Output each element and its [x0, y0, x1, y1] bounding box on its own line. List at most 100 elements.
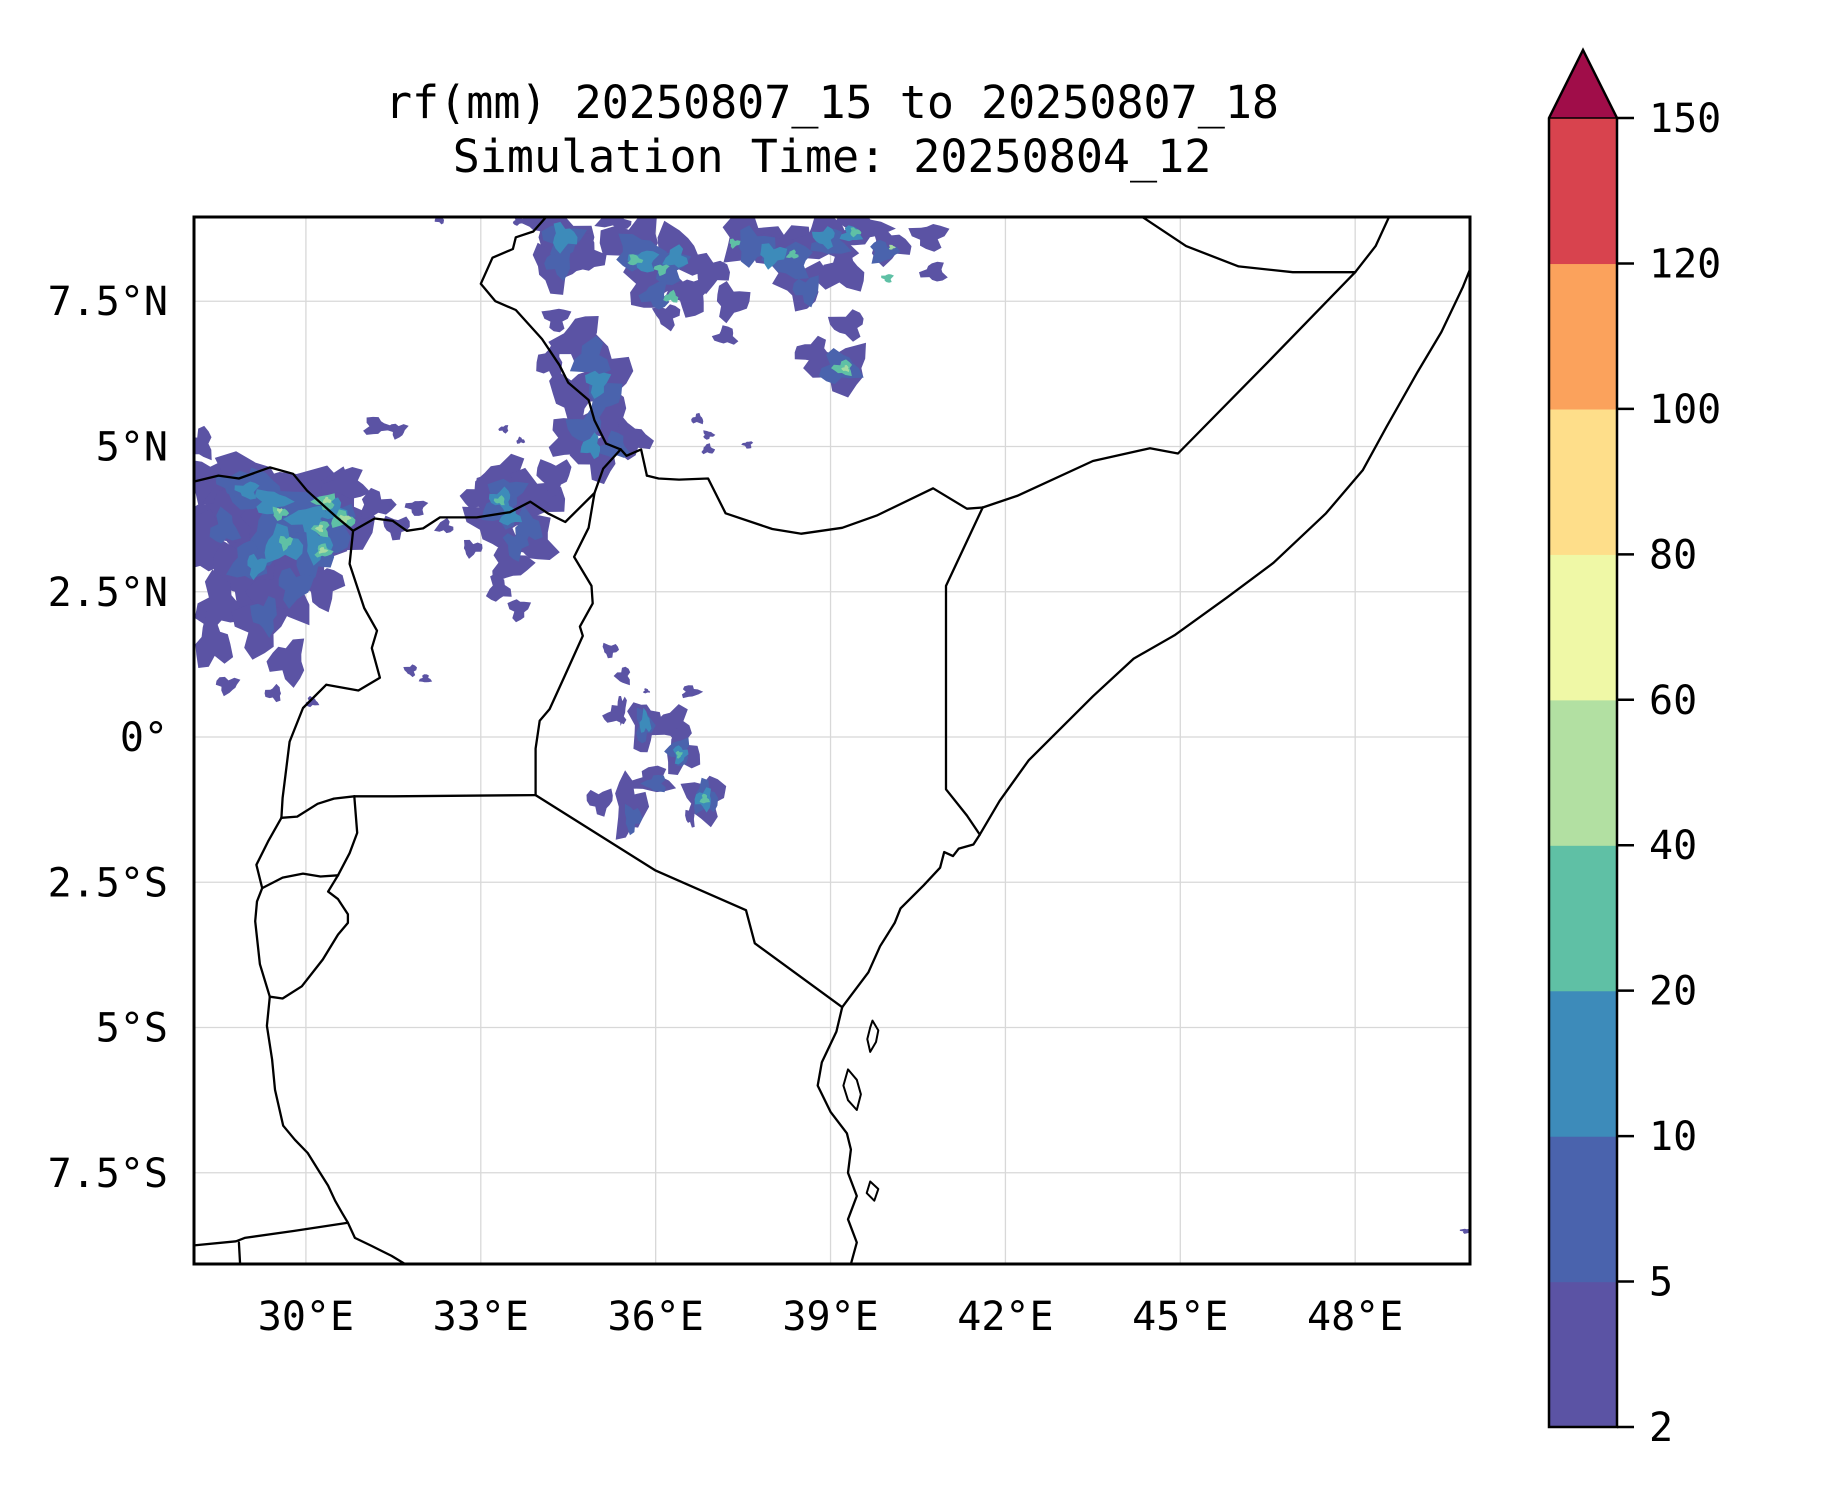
colorbar-band-10-20	[1549, 990, 1617, 1137]
colorbar-tick-label: 10	[1649, 1114, 1697, 1160]
island-outline	[865, 1180, 880, 1202]
island-outline	[866, 1019, 880, 1053]
x-tick-label: 45°E	[1132, 1294, 1228, 1340]
country-border	[353, 793, 537, 798]
rain-cell-band-T	[663, 289, 679, 303]
y-tick-label: 0°	[120, 715, 168, 761]
rain-cell-band-P	[434, 517, 454, 534]
rain-cell-band-P	[548, 418, 596, 457]
country-border	[534, 491, 596, 797]
colorbar-band-120-150	[1549, 118, 1617, 265]
colorbar-band-5-10	[1549, 1136, 1617, 1283]
rain-cell-band-P	[586, 788, 613, 817]
y-axis-tick-labels: 7.5°N 5°N 2.5°N 0° 2.5°S 5°S 7.5°S	[48, 279, 168, 1197]
country-border	[255, 816, 283, 890]
rain-cell-band-P	[827, 309, 864, 342]
rain-cell-band-Q	[502, 533, 530, 562]
rain-cell-band-G	[276, 508, 283, 514]
rain-cell-band-B	[247, 553, 268, 581]
rain-cell-band-P	[703, 430, 716, 440]
rain-cell-band-T	[310, 493, 336, 511]
rain-cell-band-P	[691, 412, 704, 425]
rain-cell-band-T	[699, 793, 710, 804]
rain-cell-band-G	[841, 365, 850, 372]
x-tick-label: 48°E	[1307, 1294, 1403, 1340]
rain-cell-band-P	[507, 599, 532, 623]
rain-cell-band-P	[794, 335, 828, 370]
rain-cell-band-P	[195, 610, 234, 668]
colorbar-tick-label: 5	[1649, 1260, 1673, 1306]
rain-cell-band-B	[580, 432, 600, 460]
rain-cell-band-P	[594, 217, 632, 230]
rain-cell-band-Q	[640, 774, 666, 793]
country-border	[645, 474, 984, 535]
y-tick-label: 5°S	[96, 1006, 168, 1052]
colorbar-tick-label: 2	[1649, 1405, 1673, 1451]
country-border	[194, 1221, 350, 1247]
figure-title: rf(mm) 20250807_15 to 20250807_18	[385, 76, 1279, 129]
rain-cell-band-T	[850, 227, 862, 238]
figure-subtitle: Simulation Time: 20250804_12	[453, 130, 1212, 183]
colorbar-tick-label: 80	[1649, 532, 1697, 578]
rain-cell-band-Q	[738, 225, 776, 268]
colorbar-band-60-80	[1549, 554, 1617, 701]
country-border	[194, 448, 622, 532]
rain-cell-band-T	[653, 264, 670, 277]
rain-cell-band-T	[493, 495, 505, 506]
x-axis-tick-labels: 30°E 33°E 36°E 39°E 42°E 45°E 48°E	[258, 1294, 1404, 1340]
x-tick-label: 30°E	[258, 1294, 354, 1340]
rain-cell-band-P	[1459, 1228, 1470, 1234]
rain-cell-band-P	[321, 467, 371, 499]
colorbar-outline	[1547, 47, 1619, 1429]
rain-cell-band-P	[541, 308, 572, 333]
rain-cell-band-P	[215, 676, 241, 697]
rain-cell-band-P	[697, 252, 730, 295]
rain-cell-band-Q	[544, 249, 571, 281]
rain-cell-band-B	[760, 243, 788, 270]
rain-cell-band-P	[617, 696, 627, 726]
rain-cell-band-P	[485, 573, 512, 602]
country-border	[265, 995, 407, 1264]
rain-cell-band-B	[254, 489, 295, 515]
y-tick-label: 7.5°S	[48, 1151, 168, 1197]
rain-cell-band-P	[613, 666, 631, 686]
rain-cell-band-P	[194, 425, 212, 461]
rain-cell-band-P	[642, 688, 651, 694]
x-tick-label: 36°E	[608, 1294, 704, 1340]
rain-cell-band-P	[264, 683, 281, 703]
y-tick-label: 2.5°S	[48, 860, 168, 906]
rain-cell-band-P	[701, 443, 716, 455]
rain-cell-band-Q	[761, 241, 813, 280]
rain-cell-band-P	[360, 487, 397, 520]
rain-cell-band-P	[908, 224, 950, 252]
rain-cell-band-P	[418, 674, 433, 683]
rain-cell-band-P	[817, 246, 865, 292]
country-border	[981, 271, 1357, 509]
rain-cell-band-P	[403, 664, 417, 678]
rain-cell-band-T	[831, 359, 853, 377]
colorbar-tick-label: 20	[1649, 969, 1697, 1015]
country-border	[944, 506, 984, 836]
rain-cell-band-P	[383, 515, 410, 541]
country-border	[1141, 217, 1357, 274]
rain-cell-band-G	[888, 244, 896, 250]
colorbar-tick-label: 150	[1649, 96, 1721, 142]
rain-cell-band-Q	[792, 275, 819, 308]
rain-cell-band-B	[498, 504, 523, 526]
rain-cell-band-B	[639, 707, 652, 733]
rain-cell-band-P	[602, 705, 627, 725]
country-border	[479, 217, 649, 477]
country-border	[336, 795, 359, 877]
y-tick-label: 7.5°N	[48, 279, 168, 325]
rain-cell-band-P	[266, 638, 305, 688]
rain-cell-band-T	[729, 238, 741, 249]
rain-cell-band-P	[651, 304, 681, 332]
rain-cell-band-Q	[209, 506, 242, 544]
rain-cell-band-G	[318, 547, 329, 554]
rain-cell-band-P	[404, 500, 429, 516]
rain-cell-band-B	[234, 481, 260, 500]
rain-cell-band-Q	[250, 596, 277, 638]
rain-cell-band-T	[881, 274, 894, 283]
rain-cell-band-B	[811, 226, 835, 250]
